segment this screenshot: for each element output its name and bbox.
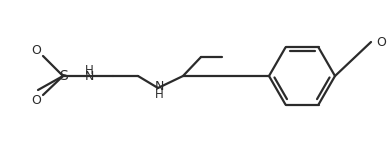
Text: N: N xyxy=(154,81,164,93)
Text: O: O xyxy=(31,93,41,107)
Text: N: N xyxy=(84,71,94,83)
Text: O: O xyxy=(376,36,386,48)
Text: S: S xyxy=(58,69,67,83)
Text: O: O xyxy=(31,45,41,57)
Text: H: H xyxy=(155,88,163,102)
Text: H: H xyxy=(85,64,93,78)
